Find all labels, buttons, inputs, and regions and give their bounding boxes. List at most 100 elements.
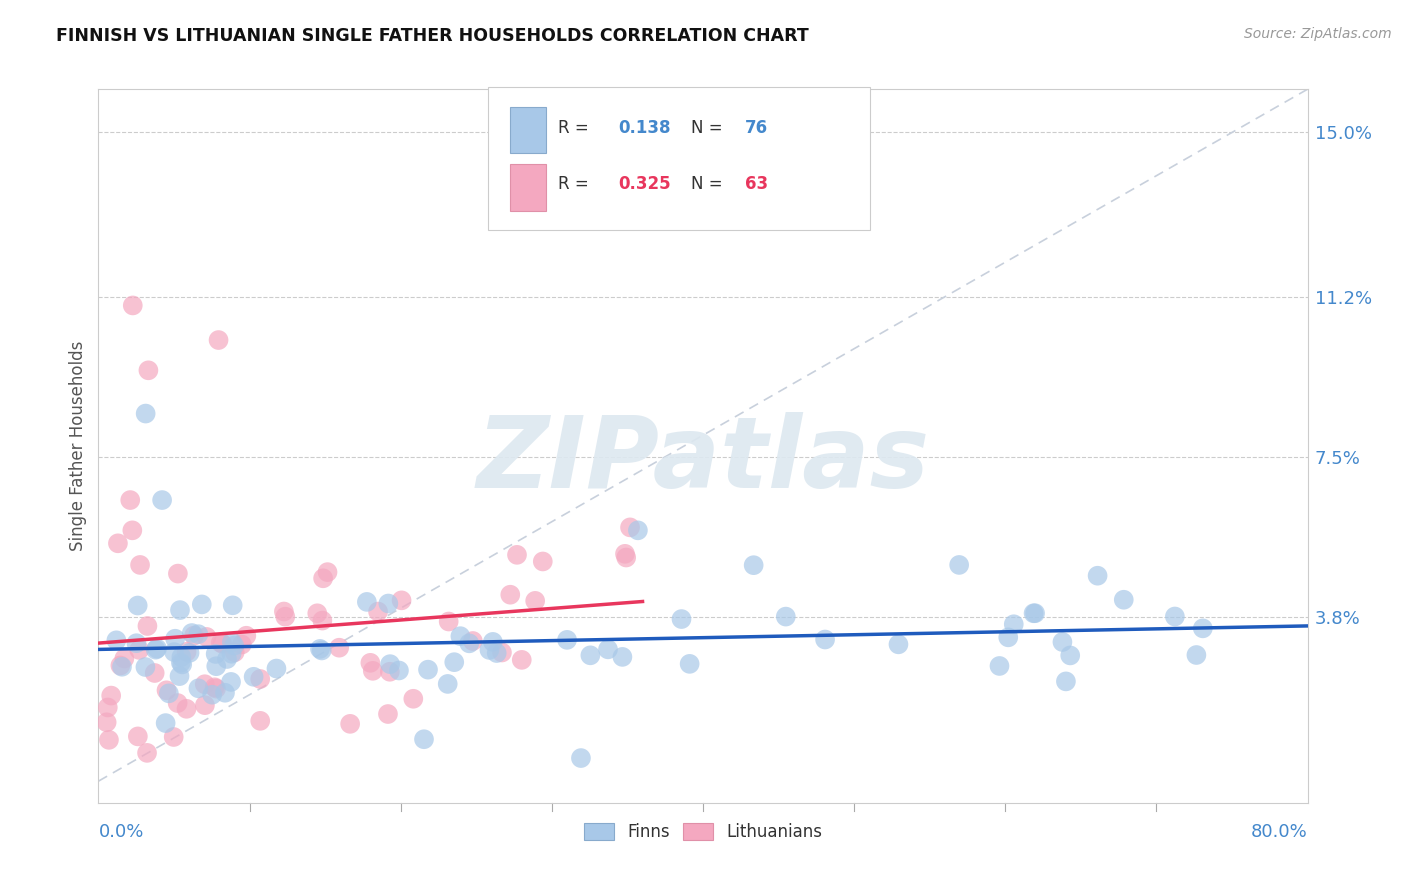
Point bbox=[176, 702, 198, 716]
Point bbox=[96, 715, 118, 730]
Point bbox=[97, 700, 120, 714]
Point bbox=[627, 524, 650, 538]
Point bbox=[482, 635, 505, 649]
Point bbox=[377, 706, 399, 721]
Point bbox=[596, 642, 619, 657]
Text: ZIPatlas: ZIPatlas bbox=[477, 412, 929, 508]
Text: 63: 63 bbox=[745, 175, 769, 193]
Text: 76: 76 bbox=[745, 120, 769, 137]
Point bbox=[194, 677, 217, 691]
Point bbox=[436, 677, 458, 691]
Text: 0.0%: 0.0% bbox=[98, 822, 143, 841]
Point bbox=[413, 732, 436, 747]
Point bbox=[136, 746, 159, 760]
Point bbox=[485, 646, 508, 660]
Point bbox=[222, 599, 245, 613]
Point bbox=[311, 643, 333, 657]
Point bbox=[195, 630, 218, 644]
Point bbox=[112, 651, 135, 665]
Point bbox=[499, 588, 522, 602]
Point bbox=[416, 663, 439, 677]
Point bbox=[204, 647, 226, 661]
Point bbox=[231, 638, 253, 652]
Point bbox=[170, 656, 193, 670]
Point bbox=[100, 689, 122, 703]
Point bbox=[614, 550, 637, 565]
Point bbox=[988, 659, 1011, 673]
Point bbox=[458, 636, 481, 650]
Point bbox=[378, 657, 401, 672]
Point bbox=[211, 637, 233, 651]
Legend: Finns, Lithuanians: Finns, Lithuanians bbox=[576, 816, 830, 848]
Point bbox=[129, 558, 152, 572]
Point bbox=[1002, 617, 1025, 632]
Point bbox=[339, 716, 361, 731]
Point bbox=[506, 548, 529, 562]
Point bbox=[461, 634, 484, 648]
Point bbox=[1054, 674, 1077, 689]
Point bbox=[1052, 635, 1074, 649]
Point bbox=[172, 657, 194, 672]
Point bbox=[388, 664, 411, 678]
Point bbox=[204, 681, 226, 695]
Point bbox=[249, 714, 271, 728]
Point bbox=[742, 558, 765, 573]
Point bbox=[166, 696, 188, 710]
Point bbox=[179, 646, 201, 660]
Point bbox=[127, 599, 149, 613]
Text: 0.138: 0.138 bbox=[619, 120, 671, 137]
Point bbox=[316, 565, 339, 579]
FancyBboxPatch shape bbox=[488, 87, 870, 230]
Point bbox=[205, 681, 228, 696]
Point bbox=[614, 547, 637, 561]
Point bbox=[187, 627, 209, 641]
Point bbox=[1164, 609, 1187, 624]
Point bbox=[163, 645, 186, 659]
Point bbox=[367, 605, 389, 619]
Text: R =: R = bbox=[558, 120, 593, 137]
Point bbox=[224, 645, 246, 659]
Point bbox=[569, 751, 592, 765]
Point bbox=[678, 657, 700, 671]
Text: N =: N = bbox=[690, 120, 728, 137]
Point bbox=[167, 566, 190, 581]
Point bbox=[146, 641, 169, 656]
Point bbox=[165, 632, 187, 646]
Point bbox=[121, 298, 143, 312]
Point bbox=[309, 641, 332, 656]
Point bbox=[307, 607, 329, 621]
Point bbox=[1112, 592, 1135, 607]
Point bbox=[120, 493, 142, 508]
Point bbox=[169, 669, 191, 683]
Point bbox=[134, 660, 156, 674]
Point bbox=[671, 612, 693, 626]
Point bbox=[221, 647, 243, 661]
Point bbox=[155, 683, 177, 698]
Point bbox=[111, 659, 134, 673]
Point bbox=[612, 649, 634, 664]
FancyBboxPatch shape bbox=[509, 107, 546, 153]
Point bbox=[619, 520, 641, 534]
Point bbox=[125, 636, 148, 650]
Text: N =: N = bbox=[690, 175, 728, 193]
Point bbox=[1185, 648, 1208, 662]
Point bbox=[1059, 648, 1081, 663]
Point bbox=[356, 595, 378, 609]
Point bbox=[242, 670, 264, 684]
Point bbox=[183, 629, 205, 643]
Point bbox=[1022, 607, 1045, 621]
Point bbox=[205, 659, 228, 673]
Point bbox=[209, 636, 232, 650]
Point bbox=[105, 633, 128, 648]
Point bbox=[191, 598, 214, 612]
Text: 80.0%: 80.0% bbox=[1251, 822, 1308, 841]
Point bbox=[163, 730, 186, 744]
Point bbox=[127, 730, 149, 744]
Point bbox=[1191, 621, 1213, 635]
Point bbox=[524, 594, 547, 608]
Point bbox=[510, 653, 533, 667]
Point bbox=[274, 609, 297, 624]
Point bbox=[311, 614, 333, 628]
Point bbox=[328, 640, 350, 655]
Point bbox=[887, 637, 910, 651]
